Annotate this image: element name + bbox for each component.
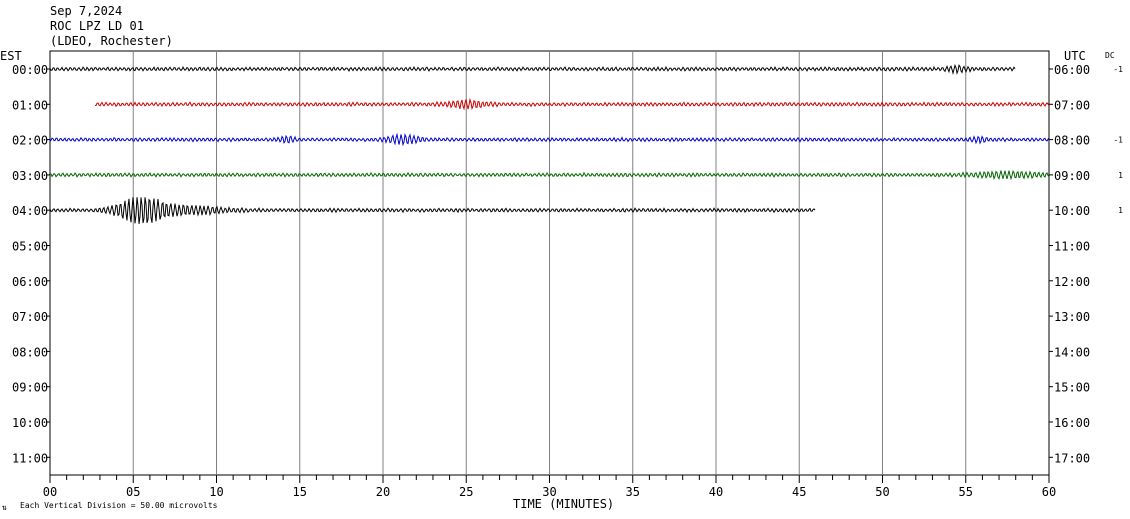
seismic-trace: [49, 63, 1016, 76]
seismic-trace: [49, 132, 1050, 147]
est-row-label: 03:00: [12, 169, 48, 183]
x-axis-title: TIME (MINUTES): [513, 497, 614, 511]
header-network: (LDEO, Rochester): [50, 34, 173, 48]
utc-row-label: 10:00: [1054, 204, 1090, 218]
utc-row-label: 12:00: [1054, 275, 1090, 289]
scale-note: Each Vertical Division = 50.00 microvolt…: [20, 501, 218, 510]
seismic-trace: [49, 169, 1050, 181]
utc-row-label: 17:00: [1054, 451, 1090, 465]
est-row-label: 09:00: [12, 381, 48, 395]
seismic-trace: [94, 97, 1050, 111]
utc-row-label: 14:00: [1054, 345, 1090, 359]
header-station: ROC LPZ LD 01: [50, 19, 144, 33]
utc-row-label: 06:00: [1054, 63, 1090, 77]
est-row-label: 10:00: [12, 416, 48, 430]
est-label: EST: [0, 49, 22, 63]
dc-offset-label: 1: [1118, 206, 1123, 215]
dc-offset-label: 1: [1118, 171, 1123, 180]
est-row-label: 05:00: [12, 240, 48, 254]
est-row-label: 11:00: [12, 451, 48, 465]
x-tick-label: 20: [376, 485, 390, 499]
header-date: Sep 7,2024: [50, 4, 123, 18]
x-tick-label: 25: [459, 485, 473, 499]
est-row-label: 01:00: [12, 98, 48, 112]
utc-row-label: 11:00: [1054, 240, 1090, 254]
dc-offset-label: -1: [1113, 136, 1123, 145]
utc-row-label: 08:00: [1054, 134, 1090, 148]
x-tick-label: 05: [126, 485, 140, 499]
scale-arrow-icon: ⇅: [2, 503, 7, 512]
utc-label: UTC: [1064, 49, 1086, 63]
x-tick-label: 55: [959, 485, 973, 499]
est-row-label: 04:00: [12, 204, 48, 218]
x-tick-label: 35: [626, 485, 640, 499]
seismic-trace: [49, 197, 816, 224]
utc-row-label: 13:00: [1054, 310, 1090, 324]
est-row-label: 08:00: [12, 345, 48, 359]
utc-row-label: 09:00: [1054, 169, 1090, 183]
x-tick-label: 10: [209, 485, 223, 499]
est-row-label: 00:00: [12, 63, 48, 77]
x-tick-label: 00: [43, 485, 57, 499]
utc-row-label: 07:00: [1054, 98, 1090, 112]
utc-row-label: 16:00: [1054, 416, 1090, 430]
x-tick-label: 15: [293, 485, 307, 499]
x-tick-label: 60: [1042, 485, 1056, 499]
x-tick-label: 50: [875, 485, 889, 499]
dc-offset-label: -1: [1113, 65, 1123, 74]
est-row-label: 07:00: [12, 310, 48, 324]
x-tick-label: 30: [542, 485, 556, 499]
x-tick-label: 40: [709, 485, 723, 499]
utc-row-label: 15:00: [1054, 381, 1090, 395]
dc-label: DC: [1105, 51, 1115, 60]
est-row-label: 06:00: [12, 275, 48, 289]
x-tick-label: 45: [792, 485, 806, 499]
est-row-label: 02:00: [12, 134, 48, 148]
